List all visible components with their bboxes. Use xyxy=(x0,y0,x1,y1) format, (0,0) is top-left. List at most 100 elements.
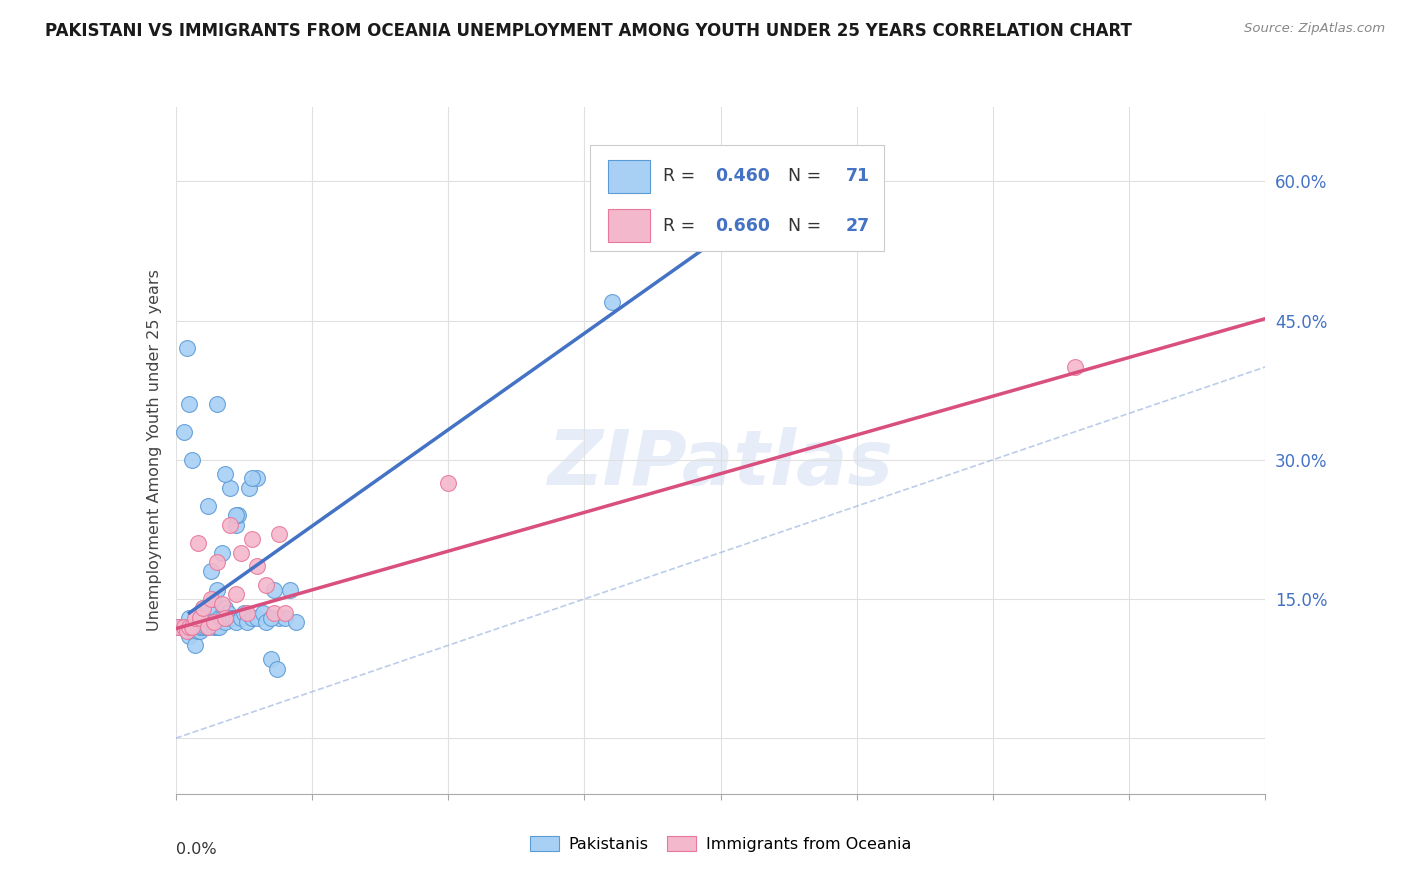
Text: ZIPatlas: ZIPatlas xyxy=(547,427,894,501)
Point xyxy=(284,615,307,630)
Text: Source: ZipAtlas.com: Source: ZipAtlas.com xyxy=(1244,22,1385,36)
Point xyxy=(188,620,211,634)
Point xyxy=(194,620,217,634)
Point xyxy=(202,620,225,634)
Text: PAKISTANI VS IMMIGRANTS FROM OCEANIA UNEMPLOYMENT AMONG YOUTH UNDER 25 YEARS COR: PAKISTANI VS IMMIGRANTS FROM OCEANIA UNE… xyxy=(45,22,1132,40)
Point xyxy=(235,606,257,620)
Point xyxy=(184,639,207,653)
Point xyxy=(181,452,204,467)
Point xyxy=(186,536,209,550)
Point xyxy=(167,620,190,634)
Point xyxy=(179,629,201,643)
Point xyxy=(214,467,236,481)
Point xyxy=(176,342,198,356)
Point xyxy=(191,620,214,634)
Point xyxy=(269,610,291,624)
Point xyxy=(222,610,245,624)
Point xyxy=(246,559,269,574)
Point xyxy=(238,481,260,495)
Point xyxy=(225,587,247,601)
Point xyxy=(173,620,195,634)
FancyBboxPatch shape xyxy=(609,160,650,193)
Point xyxy=(254,578,277,592)
Point xyxy=(231,610,253,624)
Point xyxy=(278,582,301,597)
Point xyxy=(197,620,219,634)
Point xyxy=(600,295,623,310)
Point xyxy=(181,620,204,634)
Point xyxy=(228,508,250,523)
Point xyxy=(240,532,263,546)
Point xyxy=(170,620,193,634)
Text: 71: 71 xyxy=(846,167,870,186)
Point xyxy=(186,624,209,639)
Point xyxy=(260,610,283,624)
Text: R =: R = xyxy=(662,167,700,186)
Point xyxy=(211,545,233,559)
Text: 0.460: 0.460 xyxy=(716,167,770,186)
Point xyxy=(188,610,211,624)
Point xyxy=(208,620,231,634)
Point xyxy=(214,615,236,630)
Point xyxy=(200,591,222,606)
Text: N =: N = xyxy=(778,167,827,186)
Point xyxy=(184,624,207,639)
Point xyxy=(186,620,209,634)
Point xyxy=(225,508,247,523)
Point xyxy=(252,606,274,620)
Point xyxy=(246,471,269,485)
Point xyxy=(191,610,214,624)
Point xyxy=(274,610,297,624)
Point xyxy=(219,610,242,624)
Point xyxy=(176,620,198,634)
Legend: Pakistanis, Immigrants from Oceania: Pakistanis, Immigrants from Oceania xyxy=(523,830,918,858)
Point xyxy=(202,615,225,630)
Point xyxy=(176,624,198,639)
Point xyxy=(191,601,214,615)
Point xyxy=(197,499,219,513)
Point xyxy=(202,591,225,606)
Text: 0.660: 0.660 xyxy=(716,217,770,235)
Point xyxy=(205,582,228,597)
Point xyxy=(205,620,228,634)
Point xyxy=(246,610,269,624)
Text: 0.0%: 0.0% xyxy=(176,842,217,857)
Point xyxy=(263,606,285,620)
Point xyxy=(211,610,233,624)
Point xyxy=(219,517,242,532)
Point xyxy=(208,610,231,624)
Point xyxy=(184,610,207,624)
Point xyxy=(263,582,285,597)
Point xyxy=(188,610,211,624)
Point xyxy=(200,564,222,578)
Point xyxy=(197,601,219,615)
Point xyxy=(200,615,222,630)
Point xyxy=(179,620,201,634)
Point xyxy=(274,606,297,620)
Point xyxy=(191,601,214,615)
Point xyxy=(217,606,239,620)
Point xyxy=(214,610,236,624)
Point xyxy=(173,620,195,634)
Point xyxy=(254,615,277,630)
Text: N =: N = xyxy=(778,217,827,235)
Point xyxy=(240,471,263,485)
Point xyxy=(232,606,254,620)
Point xyxy=(211,597,233,611)
Point xyxy=(167,620,190,634)
Point xyxy=(176,624,198,639)
Point xyxy=(235,615,257,630)
Text: 27: 27 xyxy=(846,217,870,235)
Y-axis label: Unemployment Among Youth under 25 years: Unemployment Among Youth under 25 years xyxy=(146,269,162,632)
Point xyxy=(219,481,242,495)
Point xyxy=(188,624,211,639)
Point xyxy=(197,620,219,634)
Point xyxy=(214,601,236,615)
Point xyxy=(1063,359,1085,374)
Point xyxy=(194,610,217,624)
Point xyxy=(260,652,283,666)
Point xyxy=(179,610,201,624)
Point xyxy=(269,527,291,541)
Point xyxy=(179,620,201,634)
Point xyxy=(181,620,204,634)
